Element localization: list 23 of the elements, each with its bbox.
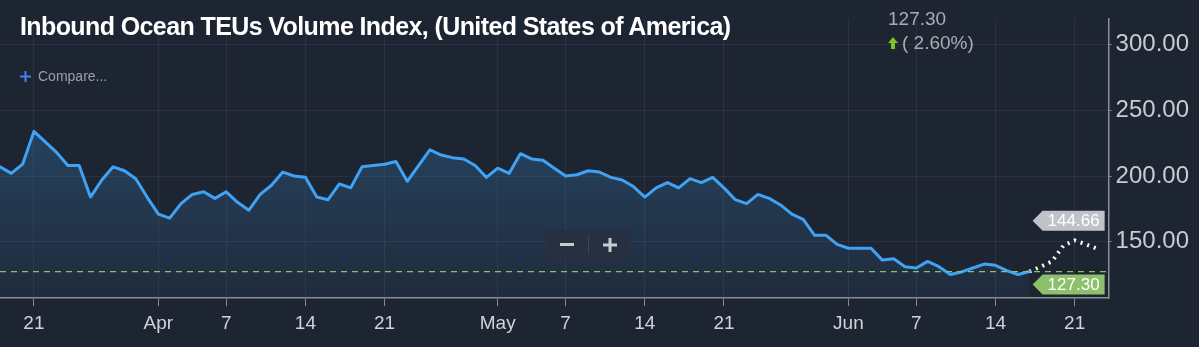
- annotation: Compare...: [38, 68, 108, 84]
- x-tick-label: May: [479, 311, 517, 333]
- x-tick-label: 7: [220, 311, 232, 333]
- chart-title: Inbound Ocean TEUs Volume Index, (United States of America): [20, 12, 731, 41]
- x-tick-label: 7: [911, 311, 922, 333]
- annotation: 127.30: [888, 8, 947, 30]
- y-tick-label: 200.00: [1115, 160, 1189, 188]
- x-tick-label: 7: [560, 311, 571, 333]
- y-tick-label: 250.00: [1115, 94, 1189, 122]
- y-tick-label: 300.00: [1115, 29, 1189, 57]
- y-tick-label: 150.00: [1115, 226, 1189, 254]
- x-tick-label: 14: [984, 311, 1007, 333]
- x-tick-label: 21: [1064, 311, 1086, 333]
- x-tick-label: 21: [23, 311, 45, 333]
- x-tick-label: 21: [713, 311, 735, 333]
- x-tick-label: Apr: [143, 311, 174, 333]
- x-tick-label: Jun: [833, 311, 864, 333]
- annotation: ( 2.60%): [902, 32, 974, 54]
- x-tick-label: 21: [374, 311, 396, 333]
- data-label: 144.66: [1047, 211, 1100, 231]
- ref-line-label: 127.30: [1047, 275, 1100, 295]
- x-tick-label: 14: [634, 311, 656, 333]
- x-tick-label: 14: [294, 311, 317, 333]
